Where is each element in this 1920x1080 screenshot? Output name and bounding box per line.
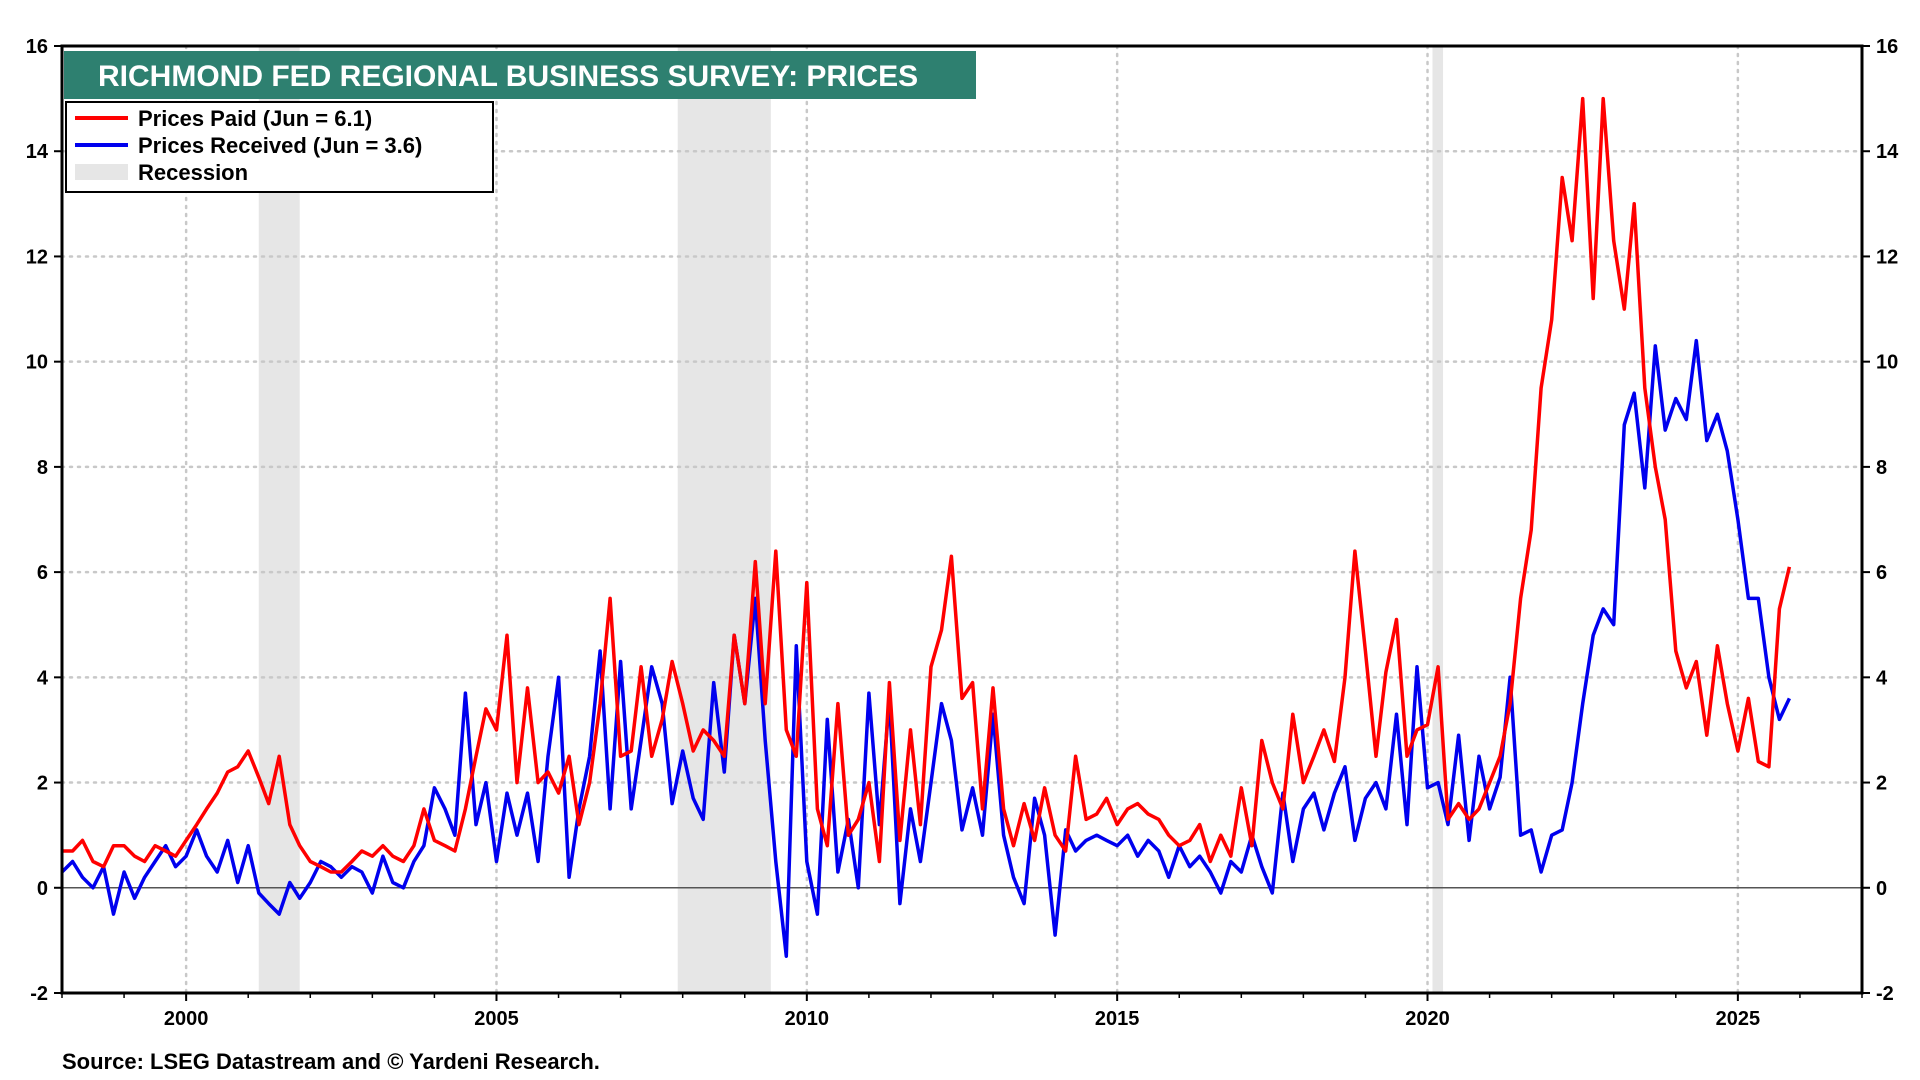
legend-box bbox=[65, 101, 494, 193]
y-tick-label-left: 16 bbox=[26, 36, 48, 58]
recession-band-2 bbox=[677, 46, 771, 993]
x-tick-label: 2020 bbox=[1405, 1008, 1450, 1030]
recession-bands bbox=[258, 46, 1444, 993]
legend-swatch-recession bbox=[75, 164, 128, 180]
title-banner bbox=[64, 51, 976, 99]
y-tick-label-left: -2 bbox=[30, 983, 48, 1005]
legend-label-received: Prices Received (Jun = 3.6) bbox=[138, 133, 422, 158]
y-tick-label-left: 2 bbox=[37, 773, 48, 795]
y-tick-label-left: 8 bbox=[37, 457, 48, 479]
y-tick-label-right: 10 bbox=[1876, 352, 1898, 374]
y-tick-label-right: -2 bbox=[1876, 983, 1894, 1005]
legend-label-paid: Prices Paid (Jun = 6.1) bbox=[138, 106, 372, 131]
series-paid-line bbox=[62, 96, 1792, 874]
y-tick-label-left: 12 bbox=[26, 246, 48, 268]
x-tick-label: 2010 bbox=[785, 1008, 830, 1030]
y-tick-label-left: 10 bbox=[26, 352, 48, 374]
y-tick-label-left: 0 bbox=[37, 878, 48, 900]
y-tick-label-right: 14 bbox=[1876, 141, 1899, 163]
x-tick-label: 2015 bbox=[1095, 1008, 1140, 1030]
y-tick-label-right: 0 bbox=[1876, 878, 1887, 900]
source-note: Source: LSEG Datastream and © Yardeni Re… bbox=[62, 1049, 600, 1074]
chart-title: RICHMOND FED REGIONAL BUSINESS SURVEY: P… bbox=[98, 60, 918, 93]
y-tick-label-right: 4 bbox=[1876, 667, 1888, 689]
plot-frame bbox=[60, 44, 1864, 995]
x-tick-label: 2005 bbox=[474, 1008, 519, 1030]
legend: Prices Paid (Jun = 6.1) Prices Received … bbox=[65, 101, 494, 193]
y-tick-label-right: 8 bbox=[1876, 457, 1887, 479]
y-tick-label-right: 16 bbox=[1876, 36, 1898, 58]
series-lines bbox=[60, 96, 1792, 958]
y-tick-label-right: 6 bbox=[1876, 562, 1887, 584]
legend-label-recession: Recession bbox=[138, 160, 248, 185]
y-tick-label-right: 12 bbox=[1876, 246, 1898, 268]
y-tick-label-right: 2 bbox=[1876, 773, 1887, 795]
y-tick-label-left: 14 bbox=[26, 141, 49, 163]
y-tick-label-left: 6 bbox=[37, 562, 48, 584]
series-received-line bbox=[60, 338, 1791, 958]
x-tick-label: 2000 bbox=[164, 1008, 209, 1030]
axis-ticks: -2 -2 0 0 2 2 4 4 6 6 8 8 10 10 12 12 14 14 16 16 2000 2005 20… bbox=[26, 36, 1899, 1030]
y-tick-label-left: 4 bbox=[37, 667, 49, 689]
recession-band-3 bbox=[1432, 46, 1444, 993]
x-tick-label: 2025 bbox=[1716, 1008, 1761, 1030]
